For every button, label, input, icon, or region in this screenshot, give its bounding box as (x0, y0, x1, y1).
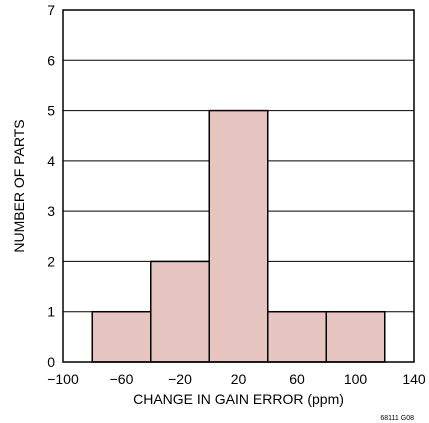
histogram-bar-0 (91, 310, 152, 363)
x-axis-label: CHANGE IN GAIN ERROR (ppm) (133, 391, 344, 407)
y-tick-label: 4 (47, 153, 55, 169)
x-tick-label: −100 (47, 371, 79, 387)
y-tick-label: 3 (47, 203, 55, 219)
y-axis-label: NUMBER OF PARTS (11, 119, 27, 252)
y-tick-label: 1 (47, 304, 55, 320)
histogram-bar-4 (325, 310, 386, 363)
y-tick-label: 5 (47, 103, 55, 119)
x-tick-label: −60 (110, 371, 134, 387)
x-tick-label: 20 (231, 371, 247, 387)
x-tick-label: 140 (402, 371, 426, 387)
x-axis-ticks: −100 −60 −20 20 60 100 140 (47, 371, 426, 387)
y-axis-ticks: 0 1 2 3 4 5 6 7 (47, 2, 55, 370)
y-tick-label: 6 (47, 52, 55, 68)
histogram-bar-2 (208, 109, 269, 363)
y-tick-label: 2 (47, 253, 55, 269)
histogram-bar-1 (150, 260, 210, 363)
histogram-bar-3 (267, 310, 327, 363)
figure-code: 68111 G08 (380, 415, 414, 422)
histogram-bars (91, 109, 386, 363)
x-tick-label: −20 (168, 371, 192, 387)
y-tick-label: 7 (47, 2, 55, 18)
plot-frame (62, 9, 415, 363)
x-tick-label: 100 (344, 371, 368, 387)
x-tick-label: 60 (289, 371, 305, 387)
y-tick-label: 0 (47, 354, 55, 370)
